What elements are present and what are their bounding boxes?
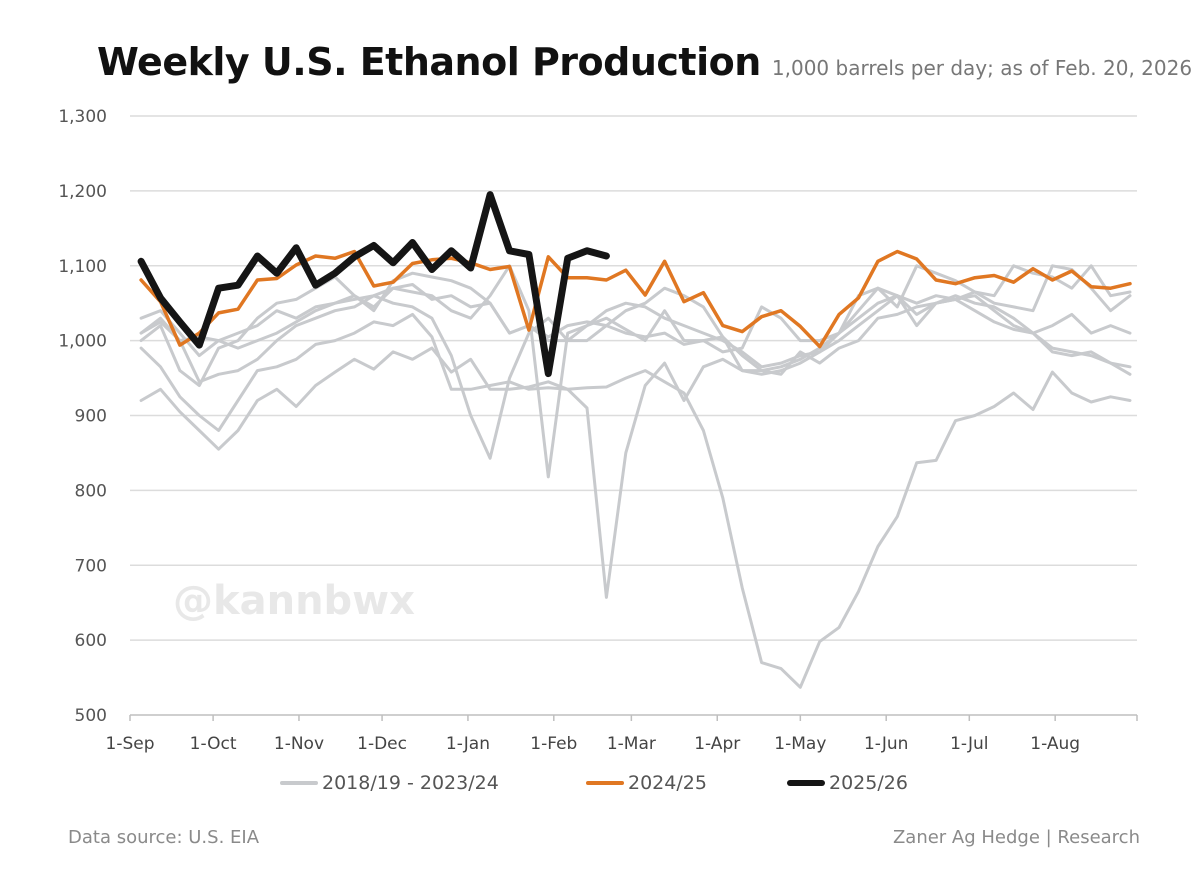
legend-item-2024-25: 2024/25 xyxy=(586,772,707,794)
y-tick-label: 600 xyxy=(75,631,107,651)
credit: Zaner Ag Hedge | Research xyxy=(892,827,1140,848)
series-line-2018-19-2023-24-1 xyxy=(139,297,1132,599)
series-line-2025-26 xyxy=(137,191,610,378)
x-tick-label: 1-Aug xyxy=(1030,734,1080,754)
gridlines xyxy=(130,115,1137,641)
series-line-2018-19-2023-24-3 xyxy=(139,264,1132,479)
series-line-2018-19-2023-24-5 xyxy=(139,264,1132,354)
x-tick-label: 1-Mar xyxy=(607,734,656,754)
legend-item-2025-26: 2025/26 xyxy=(787,772,908,794)
x-tick-label: 1-Feb xyxy=(530,734,577,754)
x-tick-label: 1-Oct xyxy=(190,734,237,754)
series-lines xyxy=(137,191,1132,689)
y-tick-label: 1,200 xyxy=(58,182,107,202)
x-tick-label: 1-Jun xyxy=(864,734,908,754)
chart-title: Weekly U.S. Ethanol Production xyxy=(97,40,761,84)
chart-title-row: Weekly U.S. Ethanol Production 1,000 bar… xyxy=(97,40,1192,84)
series-line-2018-19-2023-24-2 xyxy=(139,294,1132,460)
legend-label: 2024/25 xyxy=(628,772,707,794)
series-line-2018-19-2023-24-0 xyxy=(139,346,1132,689)
x-tick-label: 1-Nov xyxy=(274,734,324,754)
x-tick-label: 1-May xyxy=(774,734,826,754)
y-tick-label: 1,300 xyxy=(58,107,107,127)
x-tick-label: 1-Jan xyxy=(446,734,490,754)
series-line-2018-19-2023-24-4 xyxy=(139,271,1132,387)
x-tick-label: 1-Dec xyxy=(357,734,407,754)
data-source: Data source: U.S. EIA xyxy=(68,827,260,848)
x-tick-label: 1-Apr xyxy=(694,734,740,754)
y-tick-label: 700 xyxy=(75,556,107,576)
x-tick-label: 1-Sep xyxy=(106,734,155,754)
legend-swatch-orange xyxy=(586,781,624,785)
x-axis: 1-Sep 1-Oct 1-Nov 1-Dec 1-Jan 1-Feb 1-Mar 1-Apr… xyxy=(106,714,1138,754)
legend-item-gray: 2018/19 - 2023/24 xyxy=(280,772,499,794)
y-axis-ticks: 500 600 700 800 900 1,000 1,100 1,200 1,300 xyxy=(58,107,107,726)
legend-label: 2025/26 xyxy=(829,772,908,794)
y-tick-label: 800 xyxy=(75,481,107,501)
watermark: @kannbwx xyxy=(173,578,415,624)
legend-swatch-gray xyxy=(280,781,318,785)
y-tick-label: 1,100 xyxy=(58,257,107,277)
legend-label: 2018/19 - 2023/24 xyxy=(322,772,499,794)
y-tick-label: 500 xyxy=(75,706,107,726)
legend-swatch-black xyxy=(787,780,825,786)
y-tick-label: 900 xyxy=(75,407,107,427)
y-tick-label: 1,000 xyxy=(58,332,107,352)
chart-subtitle: 1,000 barrels per day; as of Feb. 20, 20… xyxy=(771,56,1193,80)
x-tick-label: 1-Jul xyxy=(950,734,988,754)
